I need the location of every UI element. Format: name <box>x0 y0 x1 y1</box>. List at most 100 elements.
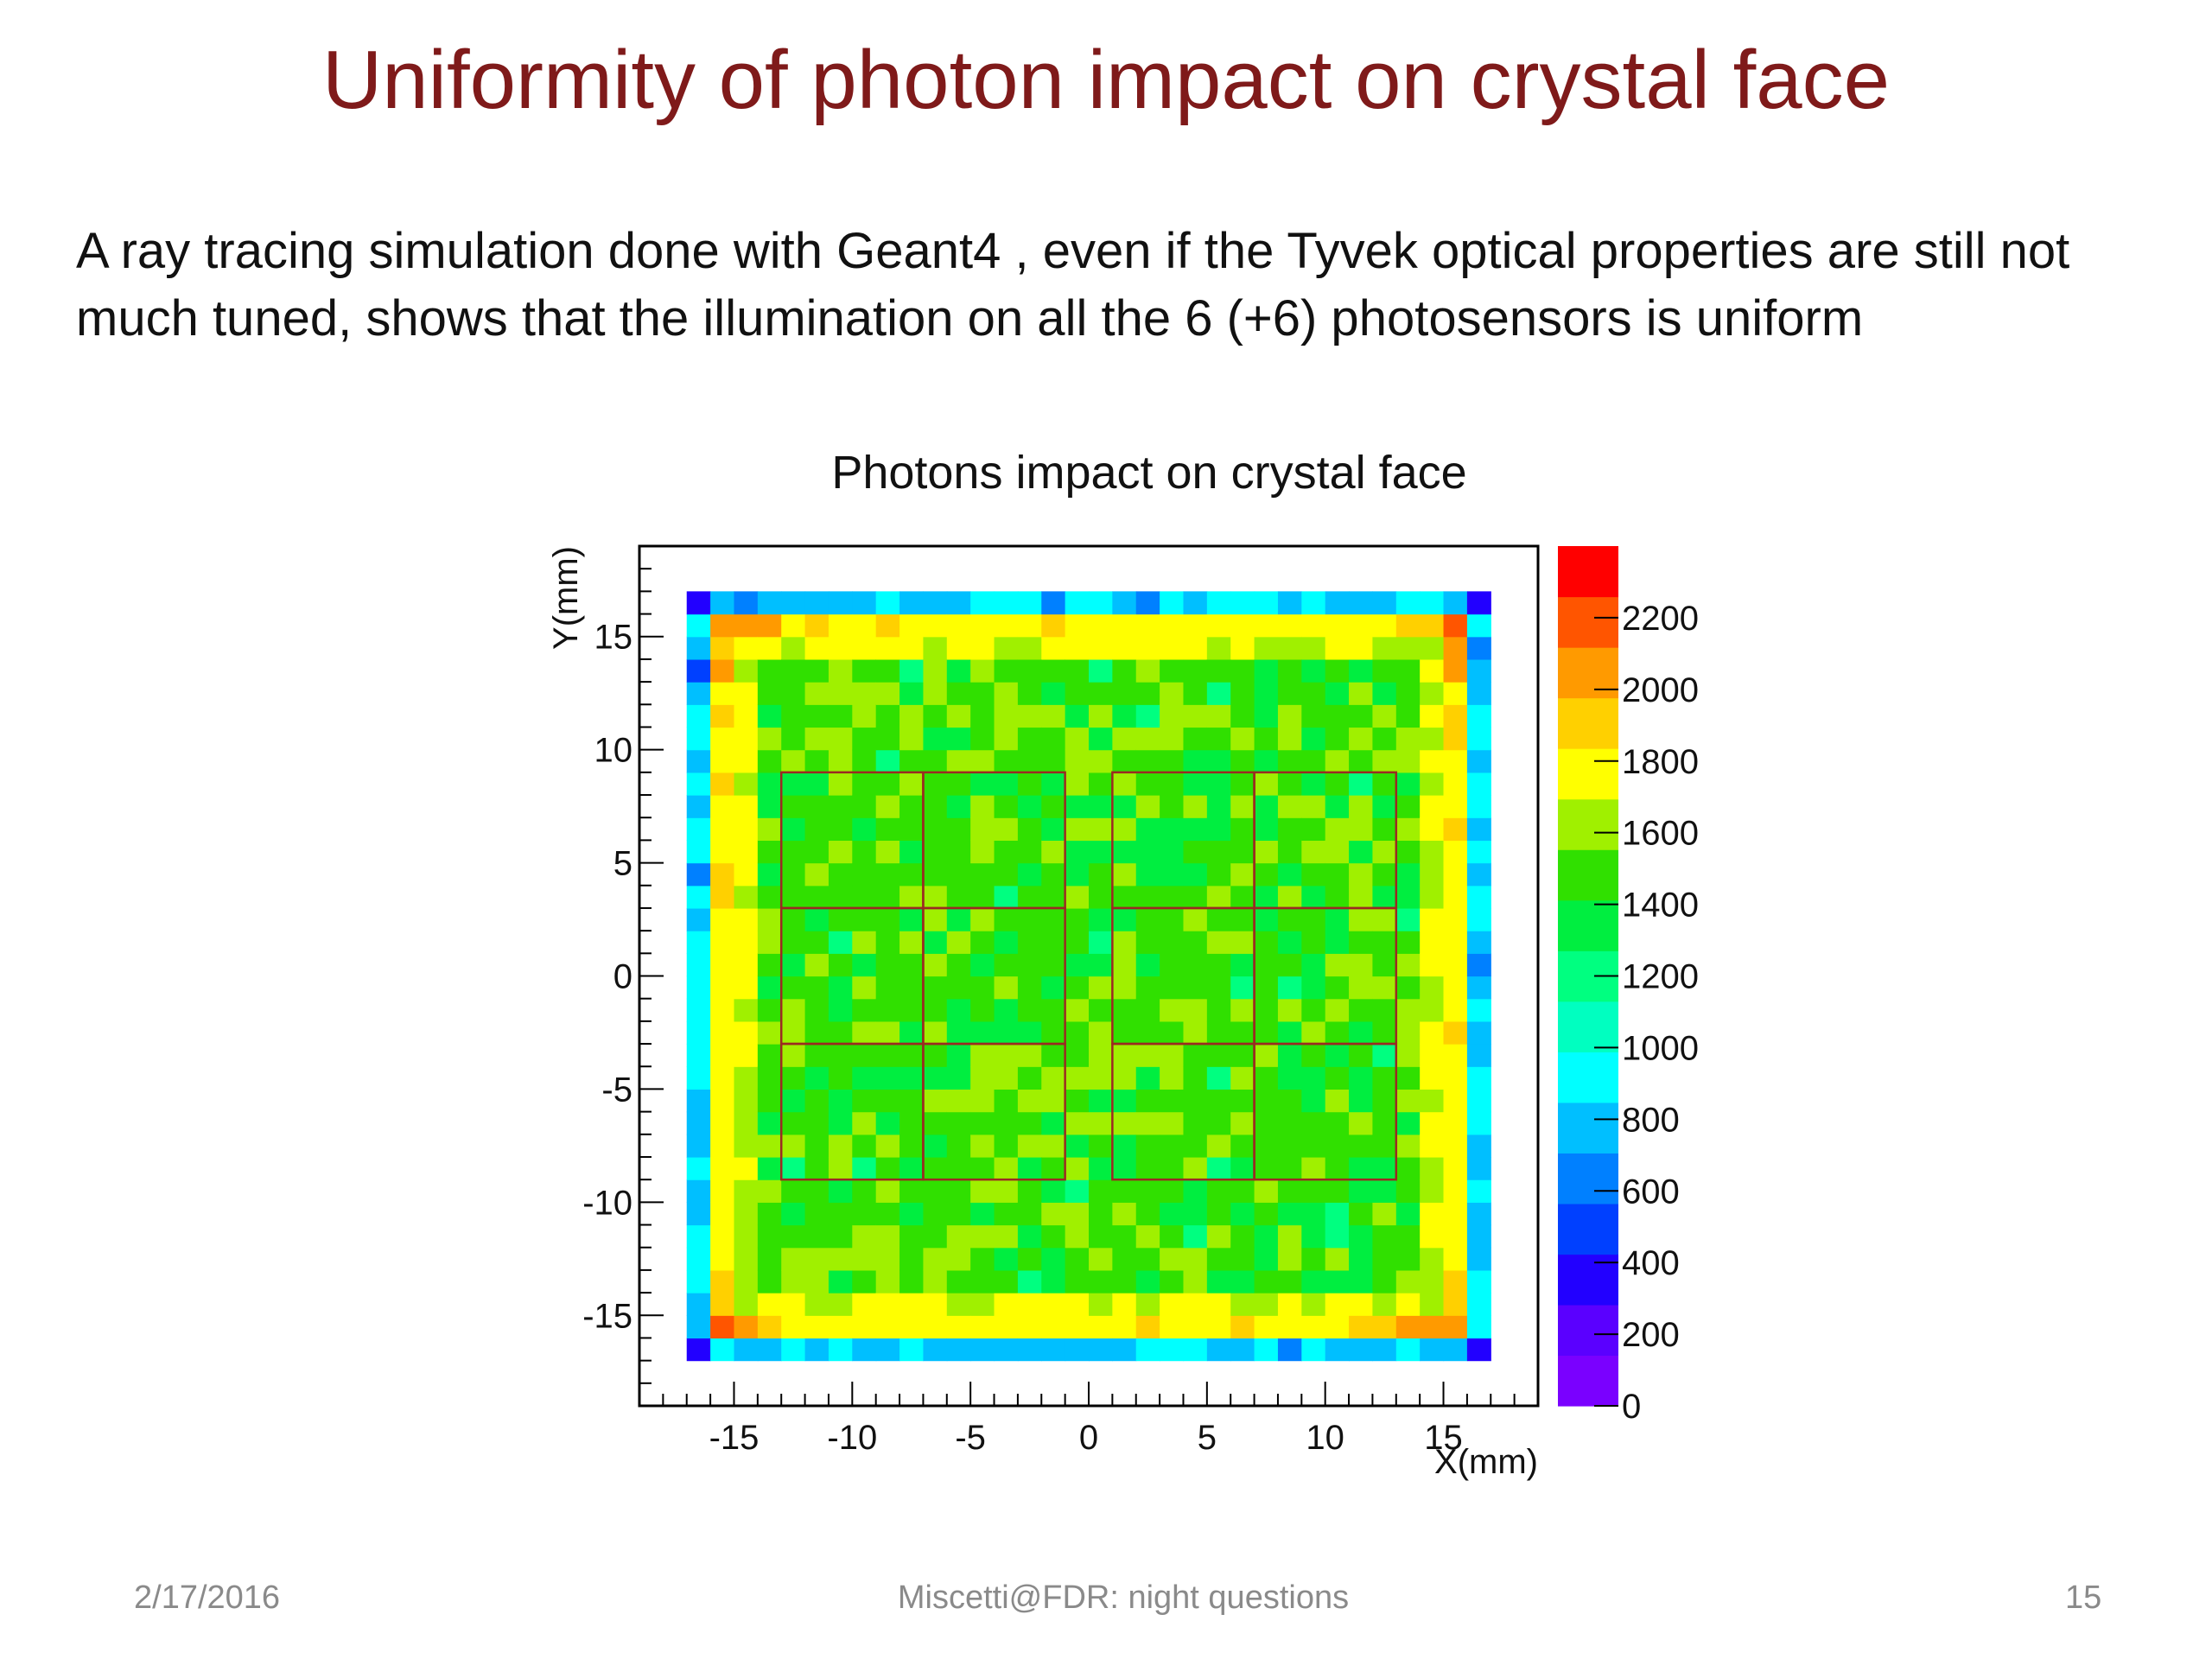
heatmap-cell <box>1135 749 1160 773</box>
heatmap-cell <box>1301 907 1326 931</box>
heatmap-cell <box>1277 1293 1302 1316</box>
heatmap-cell <box>1349 613 1374 638</box>
heatmap-cell <box>1017 998 1042 1022</box>
heatmap-cell <box>1301 749 1326 773</box>
heatmap-cell <box>1160 636 1185 660</box>
heatmap-cell <box>781 998 806 1022</box>
heatmap-cell <box>828 1293 853 1316</box>
heatmap-cell <box>1017 1338 1042 1362</box>
heatmap-cell <box>1395 1179 1421 1203</box>
heatmap-cell <box>994 885 1019 909</box>
heatmap-cell <box>970 1315 995 1339</box>
heatmap-cell <box>781 1111 806 1135</box>
heatmap-cell <box>1112 795 1137 818</box>
heatmap-cell <box>1277 772 1302 796</box>
heatmap-cell <box>1206 772 1231 796</box>
heatmap-cell <box>1466 1269 1491 1294</box>
heatmap-cell <box>1112 682 1137 705</box>
heatmap-cell <box>734 1134 759 1158</box>
heatmap-cell <box>1065 704 1090 728</box>
heatmap-cell <box>1372 682 1397 705</box>
heatmap-cell <box>970 1202 995 1226</box>
heatmap-cell <box>1443 1269 1468 1294</box>
heatmap-cell <box>1017 591 1042 615</box>
heatmap-cell <box>899 1247 925 1271</box>
heatmap-cell <box>1041 1020 1066 1045</box>
heatmap-cell <box>1395 704 1421 728</box>
heatmap-cell <box>757 1156 782 1180</box>
heatmap-cell <box>828 1089 853 1113</box>
heatmap-cell <box>1420 1066 1445 1090</box>
heatmap-cell <box>1301 682 1326 705</box>
heatmap-cell <box>1135 636 1160 660</box>
heatmap-cell <box>1466 1089 1491 1113</box>
heatmap-cell <box>1112 817 1137 841</box>
heatmap-cell <box>1395 840 1421 864</box>
heatmap-cell <box>1017 1089 1042 1113</box>
heatmap-cell <box>1017 976 1042 1000</box>
heatmap-cell <box>1065 1111 1090 1135</box>
heatmap-cell <box>1160 727 1185 751</box>
heatmap-cell <box>1254 1134 1279 1158</box>
heatmap-cell <box>1135 885 1160 909</box>
heatmap-cell <box>1254 1020 1279 1045</box>
heatmap-cell <box>1135 1247 1160 1271</box>
heatmap-cell <box>946 1315 971 1339</box>
heatmap-cell <box>1112 636 1137 660</box>
x-axis: -15 -10 -5 0 5 10 15 <box>639 1382 1539 1457</box>
heatmap-cell <box>1443 840 1468 864</box>
heatmap-cell <box>710 704 735 728</box>
heatmap-cells <box>686 591 1491 1362</box>
heatmap-cell <box>1112 658 1137 683</box>
heatmap-cell <box>734 1338 759 1362</box>
heatmap-cell <box>734 817 759 841</box>
heatmap-cell <box>1349 953 1374 977</box>
heatmap-cell <box>875 1179 900 1203</box>
heatmap-cell <box>1254 1269 1279 1294</box>
heatmap-cell <box>1065 1134 1090 1158</box>
heatmap-cell <box>994 1315 1019 1339</box>
heatmap-cell <box>1277 727 1302 751</box>
heatmap-cell <box>1041 1044 1066 1067</box>
heatmap-cell <box>1349 1020 1374 1045</box>
heatmap-cell <box>923 1247 948 1271</box>
heatmap-cell <box>1254 613 1279 638</box>
heatmap-cell <box>1041 591 1066 615</box>
heatmap-cell <box>994 1020 1019 1045</box>
heatmap-cell <box>1089 1089 1113 1113</box>
heatmap-cell <box>875 658 900 683</box>
heatmap-cell <box>994 976 1019 1000</box>
heatmap-cell <box>1160 1066 1185 1090</box>
heatmap-cell <box>1183 1269 1208 1294</box>
heatmap-cell <box>1325 1134 1350 1158</box>
heatmap-cell <box>1395 636 1421 660</box>
heatmap-cell <box>1443 1089 1468 1113</box>
heatmap-cell <box>804 1338 830 1362</box>
heatmap-cell <box>1135 682 1160 705</box>
heatmap-cell <box>1041 658 1066 683</box>
heatmap-cell <box>1277 704 1302 728</box>
heatmap-cell <box>875 795 900 818</box>
colorbar-segment <box>1558 1102 1618 1154</box>
heatmap-cell <box>1183 772 1208 796</box>
heatmap-cell <box>1466 704 1491 728</box>
heatmap-cell <box>1254 1089 1279 1113</box>
heatmap-cell <box>1183 591 1208 615</box>
heatmap-cell <box>1443 885 1468 909</box>
heatmap-cell <box>1206 931 1231 954</box>
heatmap-cell <box>757 817 782 841</box>
heatmap-cell <box>804 772 830 796</box>
heatmap-cell <box>828 840 853 864</box>
heatmap-cell <box>875 953 900 977</box>
heatmap-cell <box>1466 840 1491 864</box>
colorbar-segment <box>1558 546 1618 598</box>
heatmap-cell <box>1277 953 1302 977</box>
heatmap-cell <box>1466 953 1491 977</box>
heatmap-cell <box>970 749 995 773</box>
photosensor-outlines <box>779 771 1398 1181</box>
heatmap-cell <box>1160 840 1185 864</box>
heatmap-cell <box>686 704 711 728</box>
heatmap-cell <box>1395 1315 1421 1339</box>
heatmap-cell <box>1395 772 1421 796</box>
heatmap-cell <box>1183 704 1208 728</box>
